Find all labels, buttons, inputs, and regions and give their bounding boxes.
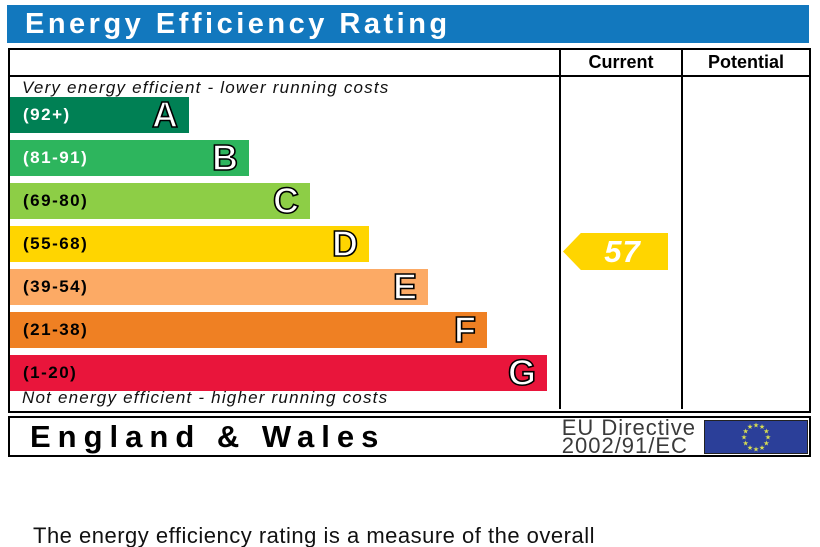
svg-text:★: ★	[763, 427, 769, 435]
svg-text:★: ★	[753, 445, 759, 453]
region-label: England & Wales	[30, 418, 386, 454]
band-row: (21-38) F	[10, 309, 487, 350]
table-body-row: Very energy efficient - lower running co…	[10, 77, 809, 409]
top-note: Very energy efficient - lower running co…	[22, 78, 390, 97]
current-rating-arrow: 57	[563, 233, 668, 270]
band-range-label: (55-68)	[23, 234, 89, 253]
band-letter: B	[211, 137, 239, 178]
table-header-row: Current Potential	[10, 50, 809, 77]
band-letter: G	[507, 352, 537, 393]
current-rating-value: 57	[604, 233, 641, 269]
eu-directive-label: EU Directive 2002/91/EC	[561, 414, 696, 458]
band-range-label: (39-54)	[23, 277, 89, 296]
band-range-label: (1-20)	[23, 363, 78, 382]
band-row: (69-80) C	[10, 180, 310, 221]
band-row: (81-91) B	[10, 137, 249, 178]
svg-text:★: ★	[765, 433, 771, 441]
bottom-note: Not energy efficient - higher running co…	[22, 388, 389, 407]
potential-value-cell	[683, 77, 809, 409]
band-range-label: (21-38)	[23, 320, 89, 339]
band-row: (1-20) G	[10, 352, 547, 393]
band-row: (92+) A	[10, 94, 189, 135]
eu-flag-icon: ★ ★ ★ ★ ★ ★ ★ ★ ★ ★ ★ ★	[704, 419, 808, 454]
svg-text:★: ★	[759, 443, 765, 451]
svg-text:★: ★	[747, 443, 753, 451]
svg-text:★: ★	[741, 433, 747, 441]
description-line: The energy efficiency rating is a measur…	[33, 523, 595, 547]
band-row: (55-68) D	[10, 223, 369, 264]
svg-text:★: ★	[763, 439, 769, 447]
band-letter: F	[453, 309, 477, 350]
band-range-label: (81-91)	[23, 148, 89, 167]
band-row: (39-54) E	[10, 266, 428, 307]
title-bar: Energy Efficiency Rating	[7, 5, 809, 43]
band-letter: C	[272, 180, 300, 221]
rating-table: Current Potential Very energy efficient …	[8, 48, 811, 413]
current-column-header: Current	[561, 50, 683, 75]
current-value-cell: 57	[561, 77, 683, 409]
bands-container: (92+) A (81-91) B (69-80) C (55-68) D	[10, 94, 547, 398]
band-letter: D	[331, 223, 359, 264]
bands-cell: Very energy efficient - lower running co…	[10, 77, 561, 409]
svg-text:★: ★	[753, 421, 759, 429]
svg-text:★: ★	[742, 439, 748, 447]
chart-header-spacer	[10, 50, 561, 75]
band-range-label: (92+)	[23, 105, 71, 124]
band-range-label: (69-80)	[23, 191, 89, 210]
footer-bar: England & Wales EU Directive 2002/91/EC ★…	[8, 416, 811, 457]
potential-column-header: Potential	[707, 52, 784, 72]
description-text: The energy efficiency rating is a measur…	[33, 463, 646, 547]
band-letter: A	[151, 94, 179, 135]
svg-text:★: ★	[759, 423, 765, 431]
svg-text:★: ★	[747, 423, 753, 431]
svg-text:★: ★	[742, 427, 748, 435]
band-letter: E	[392, 266, 418, 307]
